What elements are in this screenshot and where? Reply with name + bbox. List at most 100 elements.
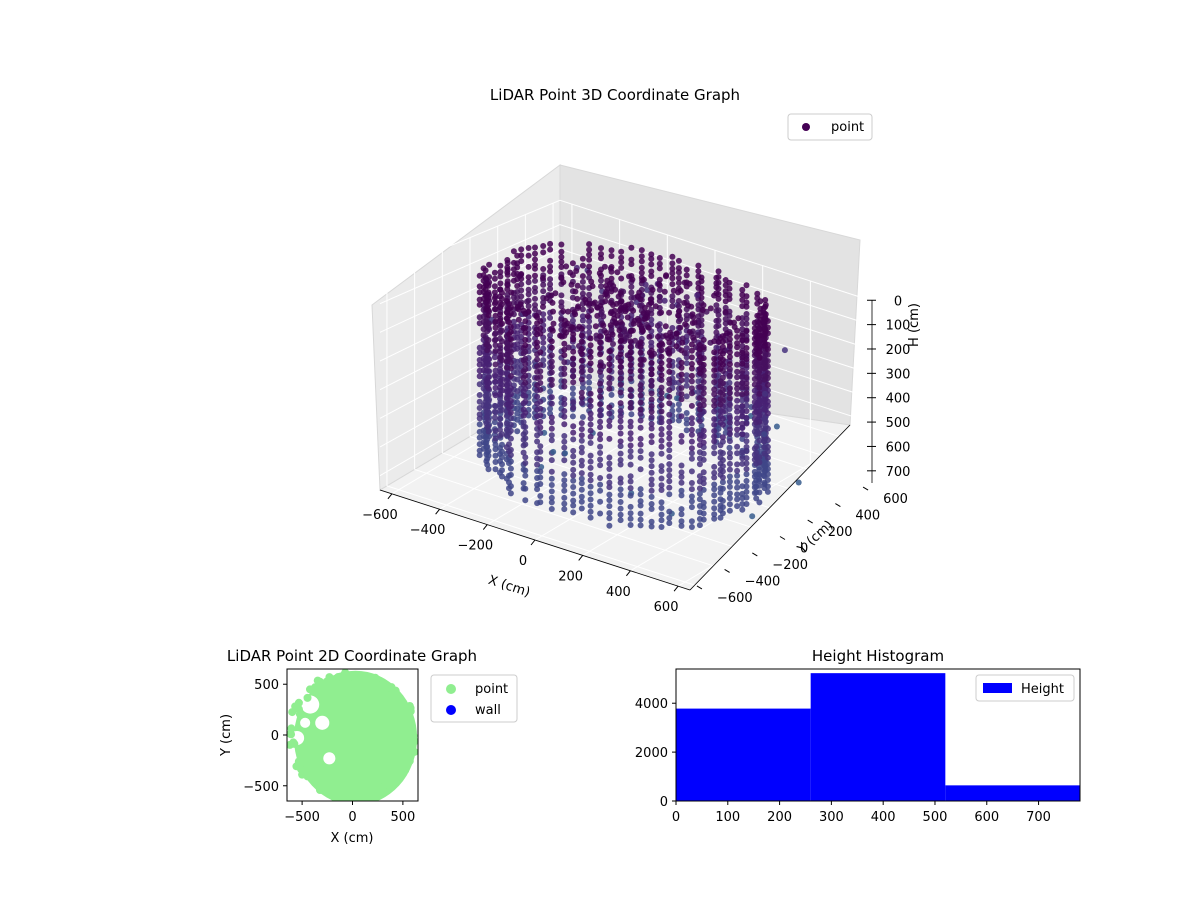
point-3d-119: [683, 372, 690, 379]
point-3d-1615: [711, 408, 718, 415]
point-3d-2088: [637, 441, 644, 448]
point-3d-2093: [637, 406, 644, 413]
point-2d-66: [295, 710, 304, 719]
point-3d-2411: [507, 341, 514, 348]
point-3d-1608: [711, 450, 718, 457]
point-3d-1227: [514, 334, 521, 341]
point-3d-1398: [749, 513, 756, 520]
point-3d-2351: [570, 404, 577, 411]
point-3d-1413: [726, 495, 733, 502]
point-3d-46: [669, 325, 676, 331]
point-3d-1915: [666, 435, 673, 442]
point-3d-1265: [734, 484, 741, 491]
point-3d-1767: [476, 441, 483, 448]
point-3d-427: [739, 320, 746, 327]
point-3d-1397: [504, 257, 511, 263]
point-3d-2408: [507, 359, 514, 366]
point-3d-2364: [561, 494, 568, 501]
point-3d-2505: [548, 437, 555, 444]
point-3d-2167: [492, 392, 499, 399]
point-3d-1600: [711, 505, 718, 512]
point-3d-2098: [637, 373, 644, 380]
point-3d-913: [764, 410, 771, 417]
point-3d-1925: [666, 368, 673, 375]
point-3d-1787: [476, 289, 483, 296]
point-3d-1366: [524, 298, 530, 305]
point-3d-1937: [485, 452, 492, 459]
point-3d-1954: [485, 324, 492, 331]
point-3d-1805: [688, 438, 695, 445]
point-3d-571: [586, 373, 593, 380]
point-3d-2158: [492, 466, 499, 473]
point-2d-16: [342, 792, 351, 801]
point-3d-1175: [634, 293, 641, 300]
point-3d-2539: [537, 361, 544, 368]
point-3d-1961: [485, 282, 492, 289]
point-3d-1737: [696, 509, 703, 516]
point-3d-2296: [578, 432, 585, 439]
point-3d-1337: [739, 506, 746, 513]
point-3d-1025: [751, 369, 758, 376]
point-3d-2540: [537, 349, 544, 356]
point-3d-2080: [637, 510, 644, 517]
point-3d-807: [547, 281, 554, 288]
point-3d-740: [558, 299, 565, 306]
point-3d-1338: [739, 501, 746, 507]
point-3d-595: [661, 288, 668, 295]
point-3d-1755: [696, 383, 703, 390]
point-3d-1345: [739, 431, 746, 438]
point-3d-1792: [517, 301, 524, 308]
point-3d-2518: [548, 344, 555, 351]
point-3d-2426: [606, 466, 613, 472]
point-3d-1601: [711, 498, 718, 505]
point-3d-194: [648, 251, 655, 258]
point-3d-1417: [726, 473, 733, 480]
point-3d-115: [683, 410, 690, 416]
point-3d-2507: [548, 425, 555, 432]
point-3d-2530: [537, 424, 544, 431]
point-3d-1365: [640, 310, 647, 317]
point-3d-1547: [717, 419, 724, 426]
point-3d-2282: [597, 339, 604, 346]
point-3d-486: [700, 302, 707, 309]
point-3d-2529: [537, 430, 544, 436]
point-3d-1922: [666, 387, 673, 394]
point-3d-2498: [548, 494, 555, 501]
point-3d-1543: [717, 460, 724, 467]
point-3d-1757: [696, 365, 703, 372]
point-3d-2276: [597, 387, 604, 394]
point-3d-1411: [726, 507, 733, 514]
grid-floor-y-1: [414, 468, 725, 570]
point-3d-129: [683, 312, 690, 319]
point-3d-1624: [711, 355, 718, 362]
point-3d-2286: [578, 493, 585, 500]
point-3d-2542: [537, 325, 544, 332]
point-3d-649: [579, 317, 586, 324]
point-3d-1320: [635, 317, 642, 324]
point-3d-268: [628, 283, 635, 290]
point-3d-2378: [561, 396, 568, 403]
point-3d-2337: [570, 509, 577, 516]
point-2d-69: [312, 779, 321, 788]
point-3d-1801: [688, 468, 695, 475]
point-3d-660: [735, 315, 742, 322]
point-3d-2037: [499, 357, 505, 364]
point-3d-2493: [522, 324, 529, 331]
point-3d-2537: [537, 374, 544, 380]
point-3d-2438: [606, 361, 613, 368]
point-3d-2490: [522, 342, 529, 349]
point-3d-1798: [688, 493, 695, 500]
point-3d-1471: [612, 319, 619, 326]
point-3d-1562: [592, 299, 598, 306]
z-tick-label-3d-5: 500: [886, 416, 911, 431]
x-axis-label-3d: X (cm): [486, 573, 532, 601]
point-3d-2195: [627, 435, 634, 442]
point-3d-2384: [561, 352, 568, 359]
point-3d-1776: [476, 381, 483, 388]
point-3d-1272: [734, 431, 741, 438]
point-3d-2261: [597, 487, 604, 494]
point-3d-811: [547, 257, 554, 264]
point-3d-26: [715, 295, 722, 302]
point-3d-2383: [561, 359, 568, 366]
point-3d-594: [694, 292, 701, 299]
